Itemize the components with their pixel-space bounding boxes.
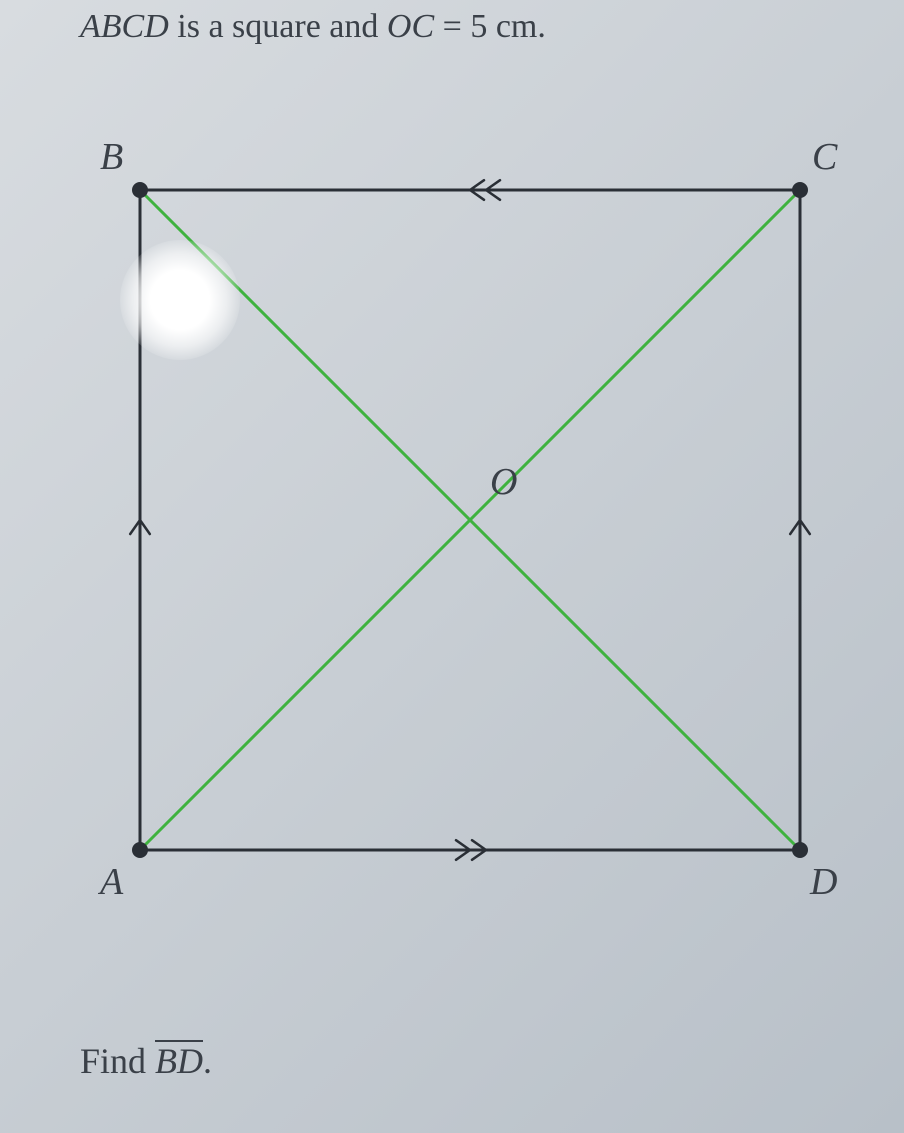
diagram: B C A D O [100, 130, 820, 890]
equals: = [434, 8, 470, 45]
segment-BD: BD [155, 1040, 203, 1082]
shape-name: ABCD [80, 8, 169, 45]
geometry-svg [100, 130, 820, 890]
question: Find BD. [80, 1040, 212, 1082]
label-D: D [810, 860, 837, 904]
page: ABCD is a square and OC = 5 cm. B C A D … [0, 0, 904, 1133]
period: . [203, 1041, 212, 1081]
unit: cm. [487, 8, 546, 45]
text-mid: is a square and [169, 8, 387, 45]
label-B: B [100, 135, 123, 179]
label-A: A [100, 860, 123, 904]
given-value: 5 [470, 8, 487, 45]
find-text: Find [80, 1041, 155, 1081]
label-O: O [490, 460, 517, 504]
label-C: C [812, 135, 837, 179]
given-segment: OC [387, 8, 434, 45]
problem-statement: ABCD is a square and OC = 5 cm. [80, 8, 546, 46]
